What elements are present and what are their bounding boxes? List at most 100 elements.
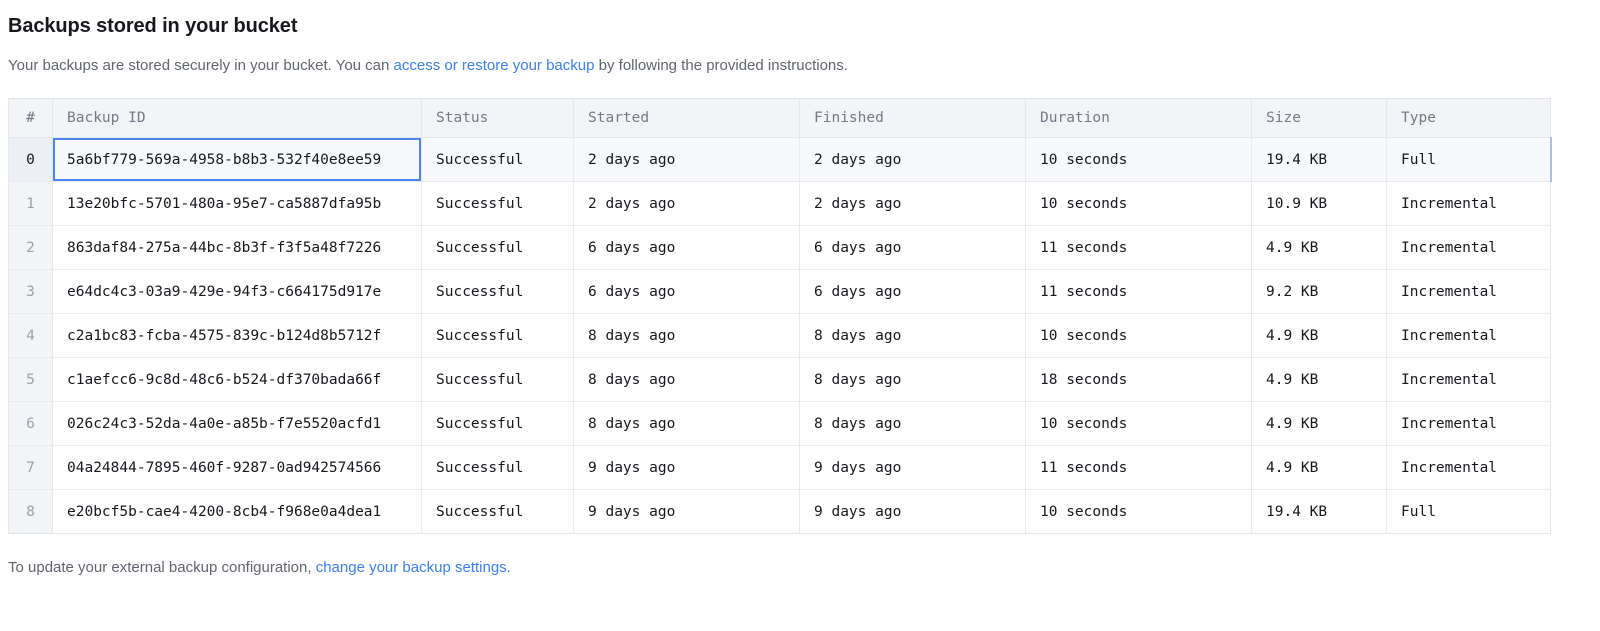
column-header-duration[interactable]: Duration <box>1025 98 1252 138</box>
cell-type[interactable]: Incremental <box>1386 445 1551 490</box>
cell-finished[interactable]: 8 days ago <box>799 401 1026 446</box>
cell-type[interactable]: Incremental <box>1386 357 1551 402</box>
cell-started[interactable]: 2 days ago <box>573 181 800 226</box>
row-index-cell[interactable]: 1 <box>8 181 53 226</box>
cell-duration[interactable]: 10 seconds <box>1025 489 1252 534</box>
row-index-cell[interactable]: 5 <box>8 357 53 402</box>
cell-type[interactable]: Incremental <box>1386 313 1551 358</box>
table-row[interactable]: 8 e20bcf5b-cae4-4200-8cb4-f968e0a4dea1 Suc… <box>8 489 1551 534</box>
cell-status[interactable]: Successful <box>421 137 574 182</box>
table-row[interactable]: 6 026c24c3-52da-4a0e-a85b-f7e5520acfd1 Suc… <box>8 401 1551 446</box>
column-header-status[interactable]: Status <box>421 98 574 138</box>
cell-backup-id[interactable]: c2a1bc83-fcba-4575-839c-b124d8b5712f <box>52 313 422 358</box>
cell-type[interactable]: Incremental <box>1386 181 1551 226</box>
cell-type[interactable]: Incremental <box>1386 401 1551 446</box>
cell-status[interactable]: Successful <box>421 401 574 446</box>
cell-finished[interactable]: 6 days ago <box>799 225 1026 270</box>
cell-size[interactable]: 4.9 KB <box>1251 357 1387 402</box>
table-row[interactable]: 3 e64dc4c3-03a9-429e-94f3-c664175d917e Suc… <box>8 269 1551 314</box>
cell-finished[interactable]: 2 days ago <box>799 181 1026 226</box>
cell-type[interactable]: Incremental <box>1386 269 1551 314</box>
change-backup-settings-link[interactable]: change your backup settings. <box>315 559 511 576</box>
cell-backup-id[interactable]: 13e20bfc-5701-480a-95e7-ca5887dfa95b <box>52 181 422 226</box>
access-or-restore-backup-link[interactable]: access or restore your backup <box>393 57 595 74</box>
table-row[interactable]: 1 13e20bfc-5701-480a-95e7-ca5887dfa95b Suc… <box>8 181 1551 226</box>
column-header-index[interactable]: # <box>8 98 53 138</box>
cell-started[interactable]: 2 days ago <box>573 137 800 182</box>
cell-status[interactable]: Successful <box>421 225 574 270</box>
cell-duration[interactable]: 11 seconds <box>1025 445 1252 490</box>
cell-status[interactable]: Successful <box>421 181 574 226</box>
cell-backup-id[interactable]: c1aefcc6-9c8d-48c6-b524-df370bada66f <box>52 357 422 402</box>
cell-status[interactable]: Successful <box>421 313 574 358</box>
cell-finished[interactable]: 2 days ago <box>799 137 1026 182</box>
cell-size[interactable]: 9.2 KB <box>1251 269 1387 314</box>
table-row[interactable]: 5 c1aefcc6-9c8d-48c6-b524-df370bada66f Suc… <box>8 357 1551 402</box>
footer-note: To update your external backup configura… <box>8 558 1600 578</box>
backups-table: # Backup ID Status Started Finished Dura… <box>8 98 1552 534</box>
row-index-cell[interactable]: 8 <box>8 489 53 534</box>
column-header-finished[interactable]: Finished <box>799 98 1026 138</box>
column-header-started[interactable]: Started <box>573 98 800 138</box>
cell-backup-id[interactable]: 026c24c3-52da-4a0e-a85b-f7e5520acfd1 <box>52 401 422 446</box>
table-row[interactable]: 7 04a24844-7895-460f-9287-0ad942574566 Suc… <box>8 445 1551 490</box>
table-body: 0 5a6bf779-569a-4958-b8b3-532f40e8ee59 Suc… <box>8 137 1552 534</box>
page-subtitle: Your backups are stored securely in your… <box>8 56 1600 76</box>
cell-size[interactable]: 4.9 KB <box>1251 401 1387 446</box>
cell-finished[interactable]: 9 days ago <box>799 445 1026 490</box>
cell-started[interactable]: 6 days ago <box>573 269 800 314</box>
row-index-cell[interactable]: 7 <box>8 445 53 490</box>
cell-duration[interactable]: 10 seconds <box>1025 137 1252 182</box>
cell-duration[interactable]: 11 seconds <box>1025 225 1252 270</box>
cell-finished[interactable]: 6 days ago <box>799 269 1026 314</box>
cell-status[interactable]: Successful <box>421 357 574 402</box>
cell-duration[interactable]: 10 seconds <box>1025 401 1252 446</box>
cell-finished[interactable]: 9 days ago <box>799 489 1026 534</box>
column-header-size[interactable]: Size <box>1251 98 1387 138</box>
cell-duration[interactable]: 10 seconds <box>1025 181 1252 226</box>
cell-type[interactable]: Full <box>1386 137 1552 182</box>
cell-backup-id[interactable]: 04a24844-7895-460f-9287-0ad942574566 <box>52 445 422 490</box>
backups-page: Backups stored in your bucket Your backu… <box>8 15 1600 578</box>
cell-status[interactable]: Successful <box>421 489 574 534</box>
cell-backup-id[interactable]: 863daf84-275a-44bc-8b3f-f3f5a48f7226 <box>52 225 422 270</box>
cell-started[interactable]: 9 days ago <box>573 489 800 534</box>
cell-backup-id[interactable]: 5a6bf779-569a-4958-b8b3-532f40e8ee59 <box>52 137 422 182</box>
row-index-cell[interactable]: 4 <box>8 313 53 358</box>
cell-type[interactable]: Full <box>1386 489 1551 534</box>
cell-started[interactable]: 8 days ago <box>573 357 800 402</box>
cell-started[interactable]: 6 days ago <box>573 225 800 270</box>
cell-backup-id[interactable]: e20bcf5b-cae4-4200-8cb4-f968e0a4dea1 <box>52 489 422 534</box>
cell-finished[interactable]: 8 days ago <box>799 313 1026 358</box>
cell-size[interactable]: 4.9 KB <box>1251 445 1387 490</box>
column-header-backup-id[interactable]: Backup ID <box>52 98 422 138</box>
cell-size[interactable]: 19.4 KB <box>1251 489 1387 534</box>
row-index-cell[interactable]: 6 <box>8 401 53 446</box>
table-header: # Backup ID Status Started Finished Dura… <box>8 98 1551 138</box>
cell-started[interactable]: 8 days ago <box>573 401 800 446</box>
cell-backup-id[interactable]: e64dc4c3-03a9-429e-94f3-c664175d917e <box>52 269 422 314</box>
cell-status[interactable]: Successful <box>421 269 574 314</box>
table-row[interactable]: 0 5a6bf779-569a-4958-b8b3-532f40e8ee59 Suc… <box>8 137 1552 182</box>
cell-size[interactable]: 19.4 KB <box>1251 137 1387 182</box>
row-index-cell[interactable]: 2 <box>8 225 53 270</box>
table-row[interactable]: 4 c2a1bc83-fcba-4575-839c-b124d8b5712f Suc… <box>8 313 1551 358</box>
cell-started[interactable]: 8 days ago <box>573 313 800 358</box>
cell-size[interactable]: 10.9 KB <box>1251 181 1387 226</box>
cell-type[interactable]: Incremental <box>1386 225 1551 270</box>
cell-duration[interactable]: 10 seconds <box>1025 313 1252 358</box>
cell-duration[interactable]: 18 seconds <box>1025 357 1252 402</box>
column-header-type[interactable]: Type <box>1386 98 1551 138</box>
cell-started[interactable]: 9 days ago <box>573 445 800 490</box>
row-index-cell[interactable]: 0 <box>8 137 53 182</box>
cell-size[interactable]: 4.9 KB <box>1251 225 1387 270</box>
cell-status[interactable]: Successful <box>421 445 574 490</box>
subtitle-text-after: by following the provided instructions. <box>594 57 848 74</box>
table-row[interactable]: 2 863daf84-275a-44bc-8b3f-f3f5a48f7226 Suc… <box>8 225 1551 270</box>
backups-table-container: # Backup ID Status Started Finished Dura… <box>8 98 1552 534</box>
table-header-row: # Backup ID Status Started Finished Dura… <box>8 98 1551 138</box>
cell-duration[interactable]: 11 seconds <box>1025 269 1252 314</box>
cell-finished[interactable]: 8 days ago <box>799 357 1026 402</box>
row-index-cell[interactable]: 3 <box>8 269 53 314</box>
cell-size[interactable]: 4.9 KB <box>1251 313 1387 358</box>
